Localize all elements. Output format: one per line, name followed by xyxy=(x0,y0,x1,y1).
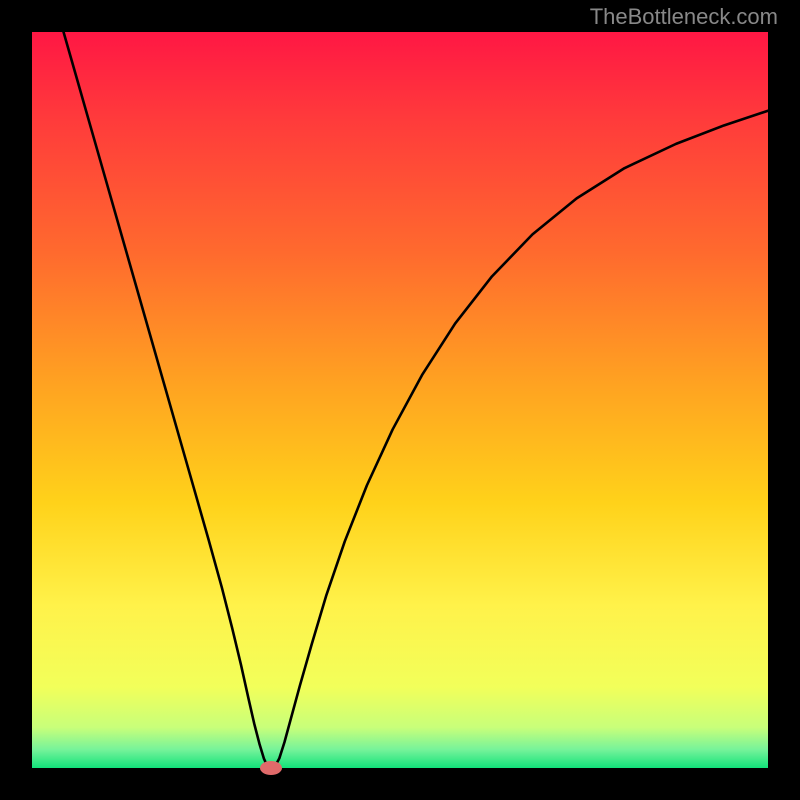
watermark-text: TheBottleneck.com xyxy=(590,4,778,30)
chart-container: TheBottleneck.com xyxy=(0,0,800,800)
plot-area xyxy=(32,32,768,768)
curve-svg xyxy=(32,32,768,768)
curve-path xyxy=(61,32,768,768)
minimum-marker xyxy=(260,761,282,775)
